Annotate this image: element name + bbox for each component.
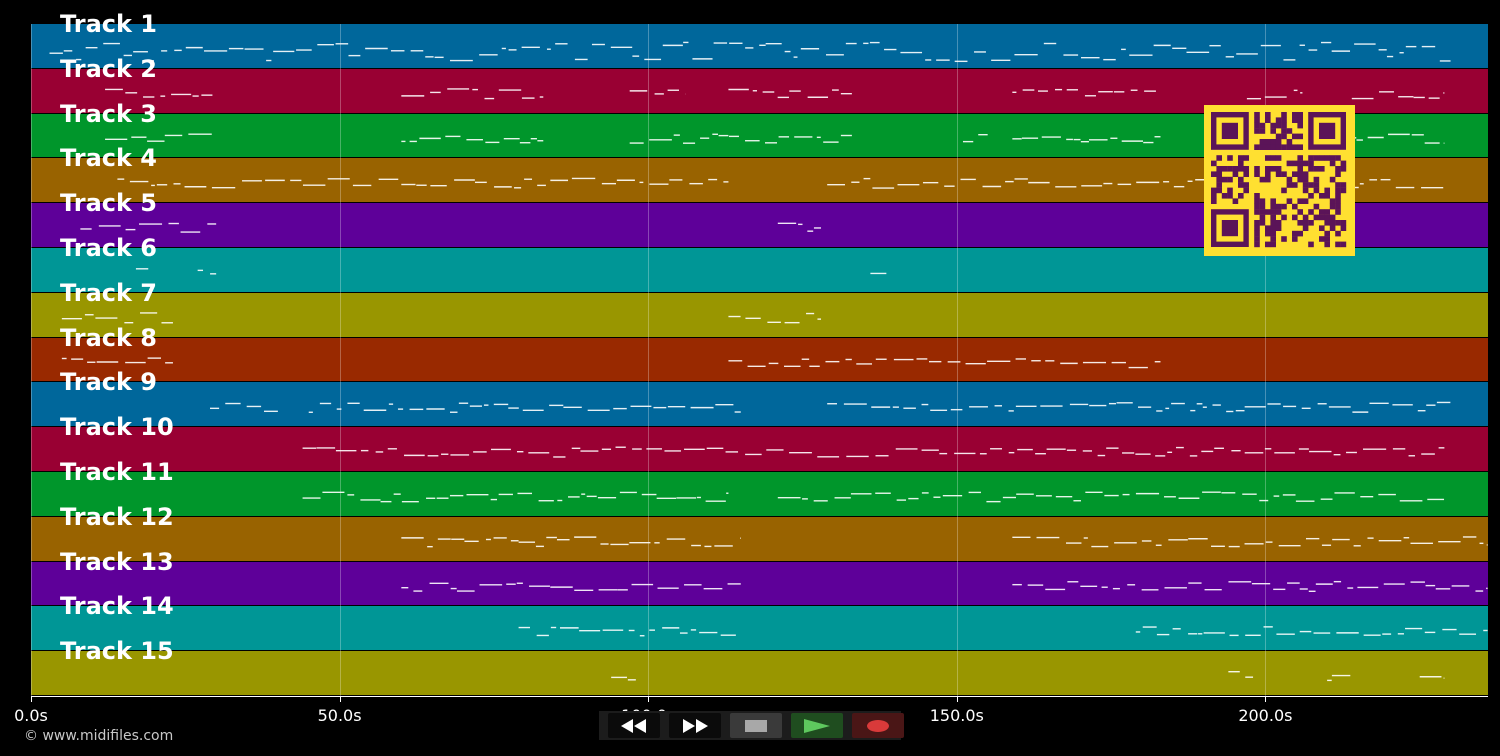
track-label: Track 1 bbox=[60, 10, 158, 38]
grid-line bbox=[31, 24, 32, 696]
play-icon bbox=[804, 718, 830, 733]
track-label: Track 13 bbox=[60, 547, 174, 576]
grid-line bbox=[1265, 24, 1267, 696]
tick-mark bbox=[339, 696, 341, 702]
timeline-axis bbox=[31, 696, 1488, 697]
qr-code bbox=[1204, 105, 1355, 256]
transport-controls bbox=[599, 711, 904, 740]
note-layer bbox=[49, 41, 1488, 682]
track-lane bbox=[31, 606, 1488, 652]
track-lane bbox=[31, 24, 1488, 69]
tick-label: 200.0s bbox=[1238, 706, 1293, 725]
grid-line bbox=[648, 24, 650, 696]
track-label: Track 7 bbox=[60, 278, 158, 307]
track-label: Track 10 bbox=[60, 413, 174, 442]
track-lane bbox=[31, 292, 1488, 338]
track-label: Track 4 bbox=[60, 144, 158, 173]
play-button[interactable] bbox=[791, 713, 843, 738]
track-label: Track 6 bbox=[60, 234, 158, 262]
record-button[interactable] bbox=[852, 713, 904, 738]
track-lane bbox=[31, 427, 1488, 472]
track-label: Track 14 bbox=[60, 592, 174, 621]
rewind-icon bbox=[621, 718, 646, 733]
stop-button[interactable] bbox=[730, 713, 782, 738]
rewind-button[interactable] bbox=[608, 713, 660, 738]
tick-mark bbox=[648, 696, 650, 702]
track-lane bbox=[31, 337, 1488, 383]
track-lane bbox=[31, 382, 1488, 428]
track-lane bbox=[31, 561, 1488, 607]
tick-label: 50.0s bbox=[317, 706, 362, 725]
track-lane bbox=[31, 516, 1488, 562]
track-label: Track 8 bbox=[60, 323, 158, 352]
record-icon bbox=[867, 719, 889, 732]
track-label: Track 2 bbox=[60, 54, 158, 83]
track-lane bbox=[31, 651, 1488, 696]
track-label: Track 15 bbox=[60, 637, 174, 666]
fast-forward-icon bbox=[683, 718, 708, 733]
fast-forward-button[interactable] bbox=[669, 713, 721, 738]
qr-pattern bbox=[1211, 112, 1347, 248]
copyright-text: © www.midifiles.com bbox=[24, 728, 174, 744]
track-label: Track 5 bbox=[60, 189, 158, 218]
stop-icon bbox=[745, 719, 767, 732]
tick-label: 0.0s bbox=[14, 706, 48, 725]
tick-mark bbox=[31, 696, 32, 702]
grid-line bbox=[339, 24, 341, 696]
tick-label: 150.0s bbox=[929, 706, 984, 725]
tick-mark bbox=[956, 696, 958, 702]
grid-line bbox=[956, 24, 958, 696]
track-label: Track 11 bbox=[60, 458, 174, 486]
track-label: Track 12 bbox=[60, 502, 174, 531]
track-label: Track 3 bbox=[60, 99, 158, 128]
tick-mark bbox=[1265, 696, 1267, 702]
track-label: Track 9 bbox=[60, 368, 158, 397]
